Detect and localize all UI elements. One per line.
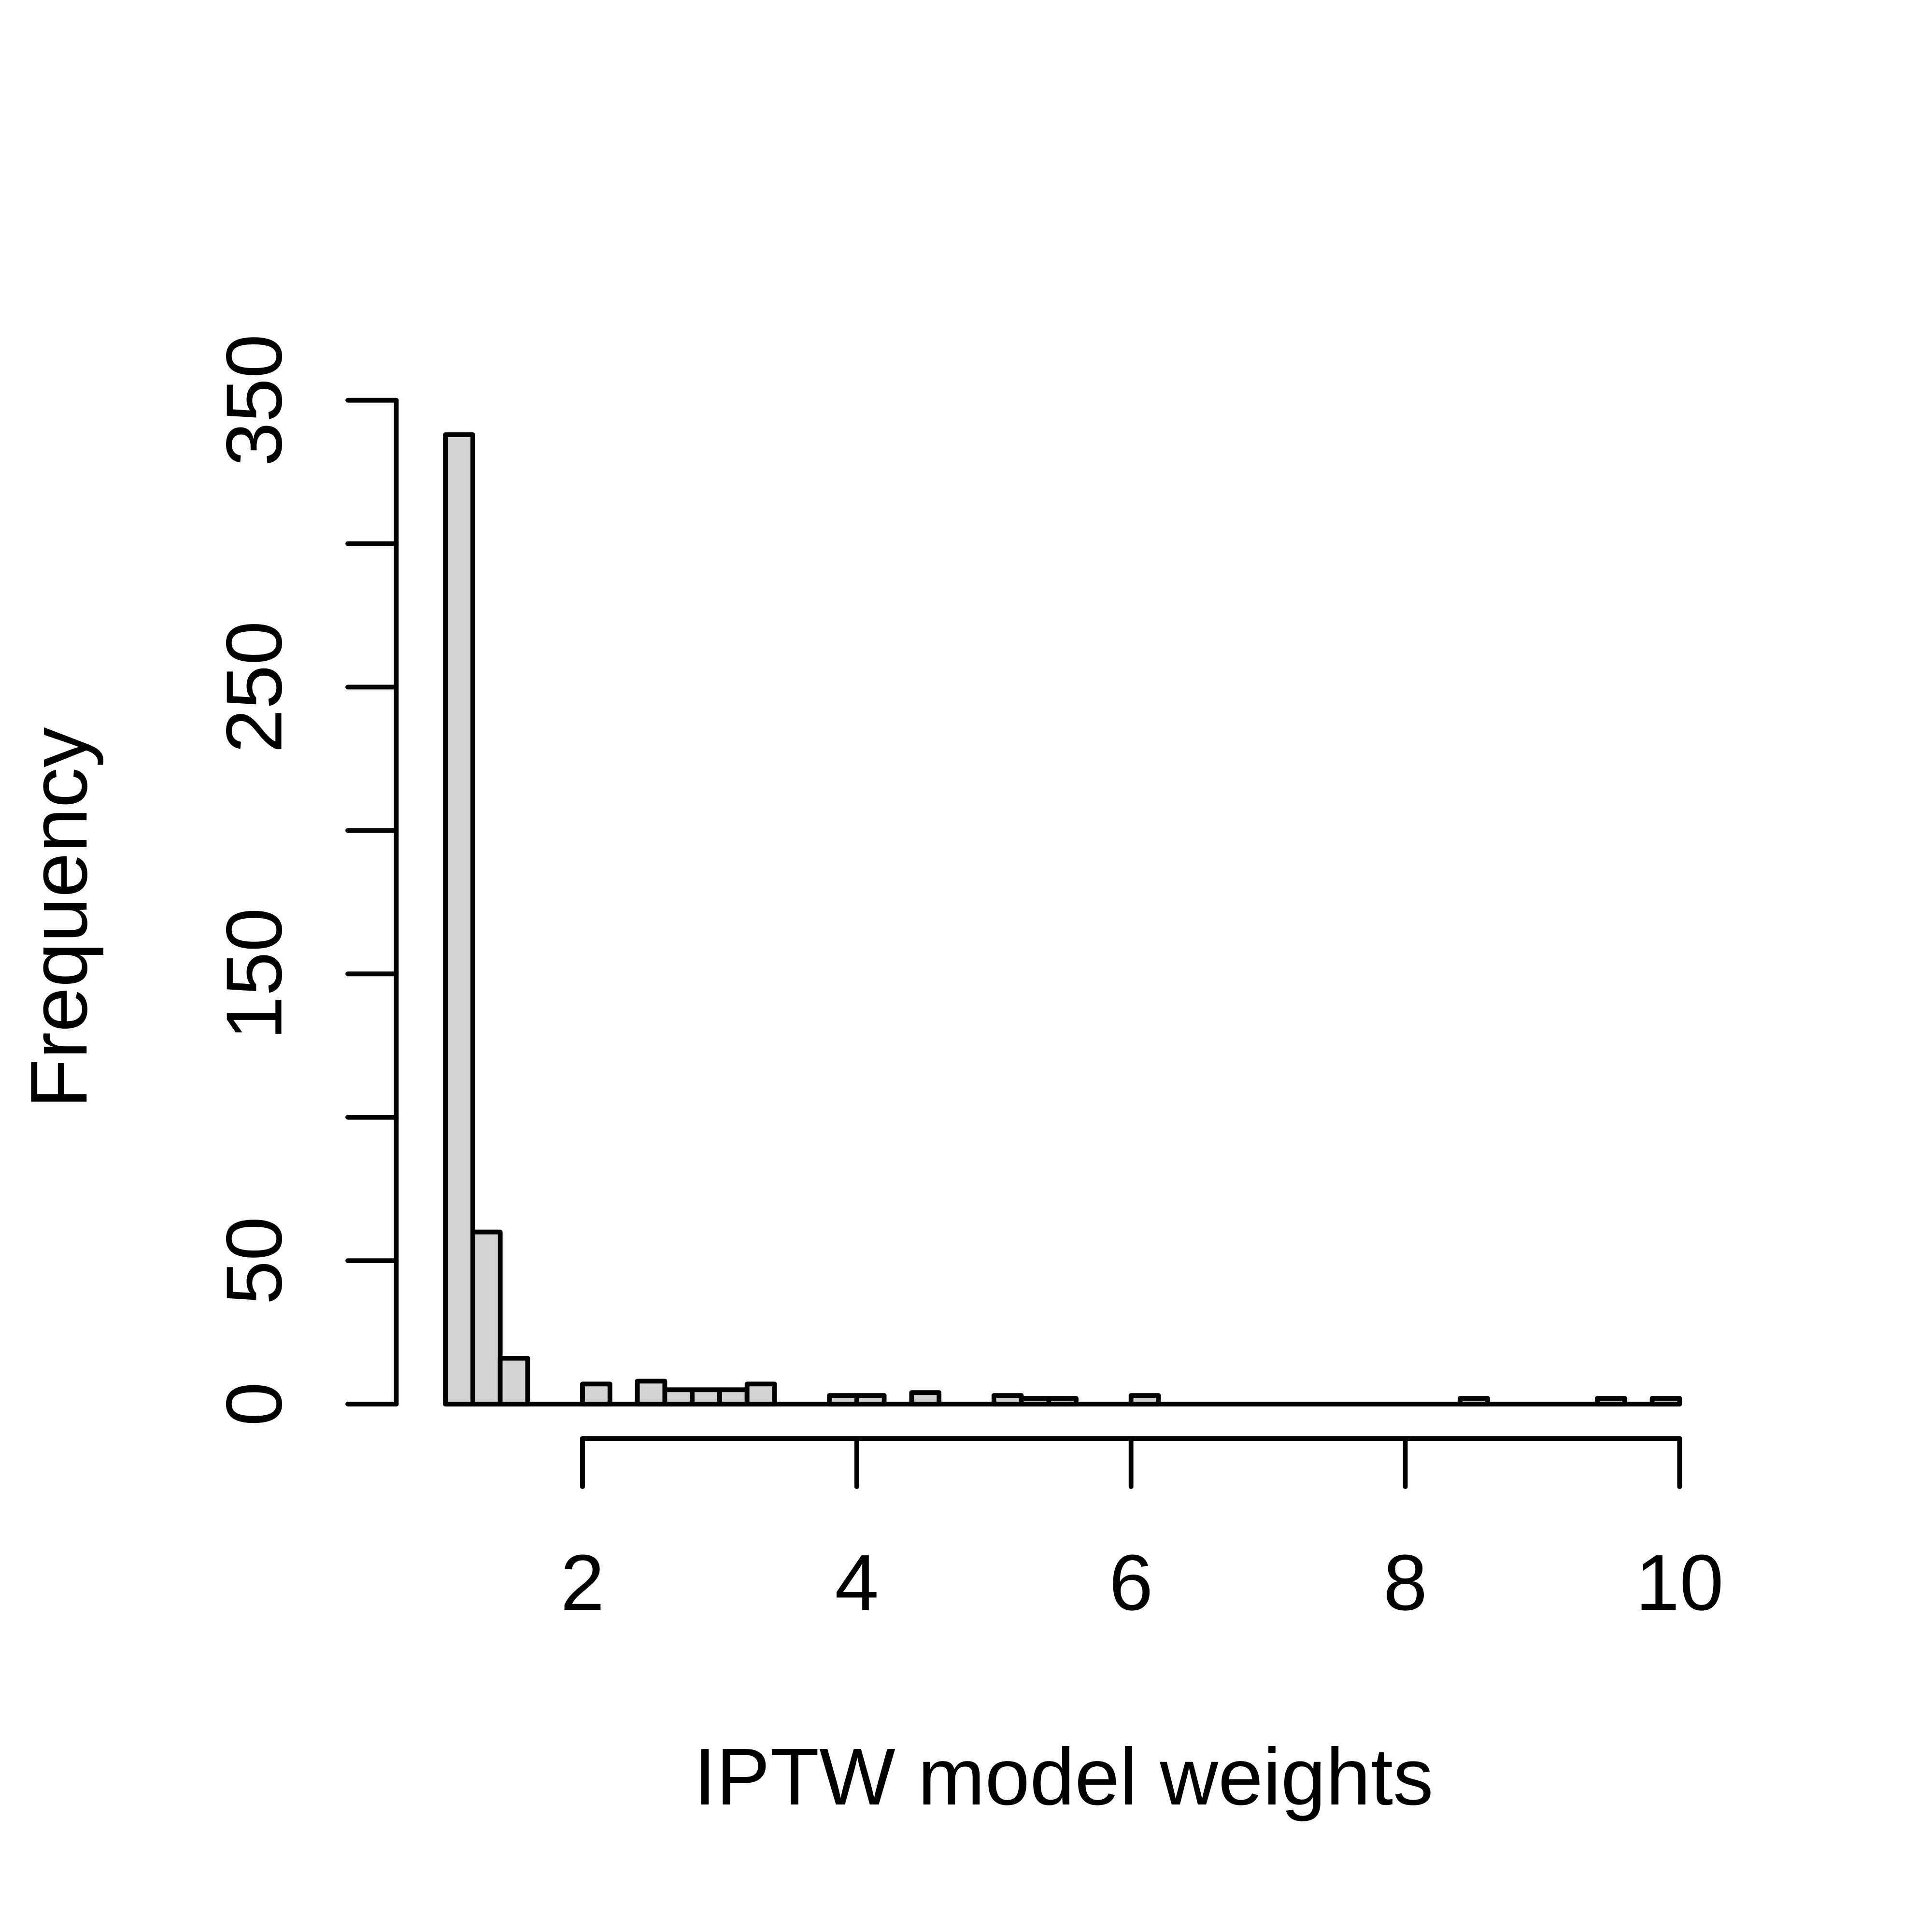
svg-text:10: 10	[1635, 1538, 1723, 1627]
svg-text:350: 350	[210, 334, 298, 467]
svg-text:2: 2	[560, 1538, 604, 1627]
svg-text:6: 6	[1109, 1538, 1153, 1627]
svg-text:IPTW model weights: IPTW model weights	[694, 1732, 1433, 1822]
svg-text:8: 8	[1383, 1538, 1427, 1627]
svg-text:50: 50	[210, 1217, 298, 1305]
svg-text:4: 4	[835, 1538, 879, 1627]
svg-text:0: 0	[210, 1382, 298, 1426]
svg-text:250: 250	[210, 621, 298, 753]
svg-text:Frequency: Frequency	[14, 727, 104, 1108]
svg-text:150: 150	[210, 908, 298, 1040]
